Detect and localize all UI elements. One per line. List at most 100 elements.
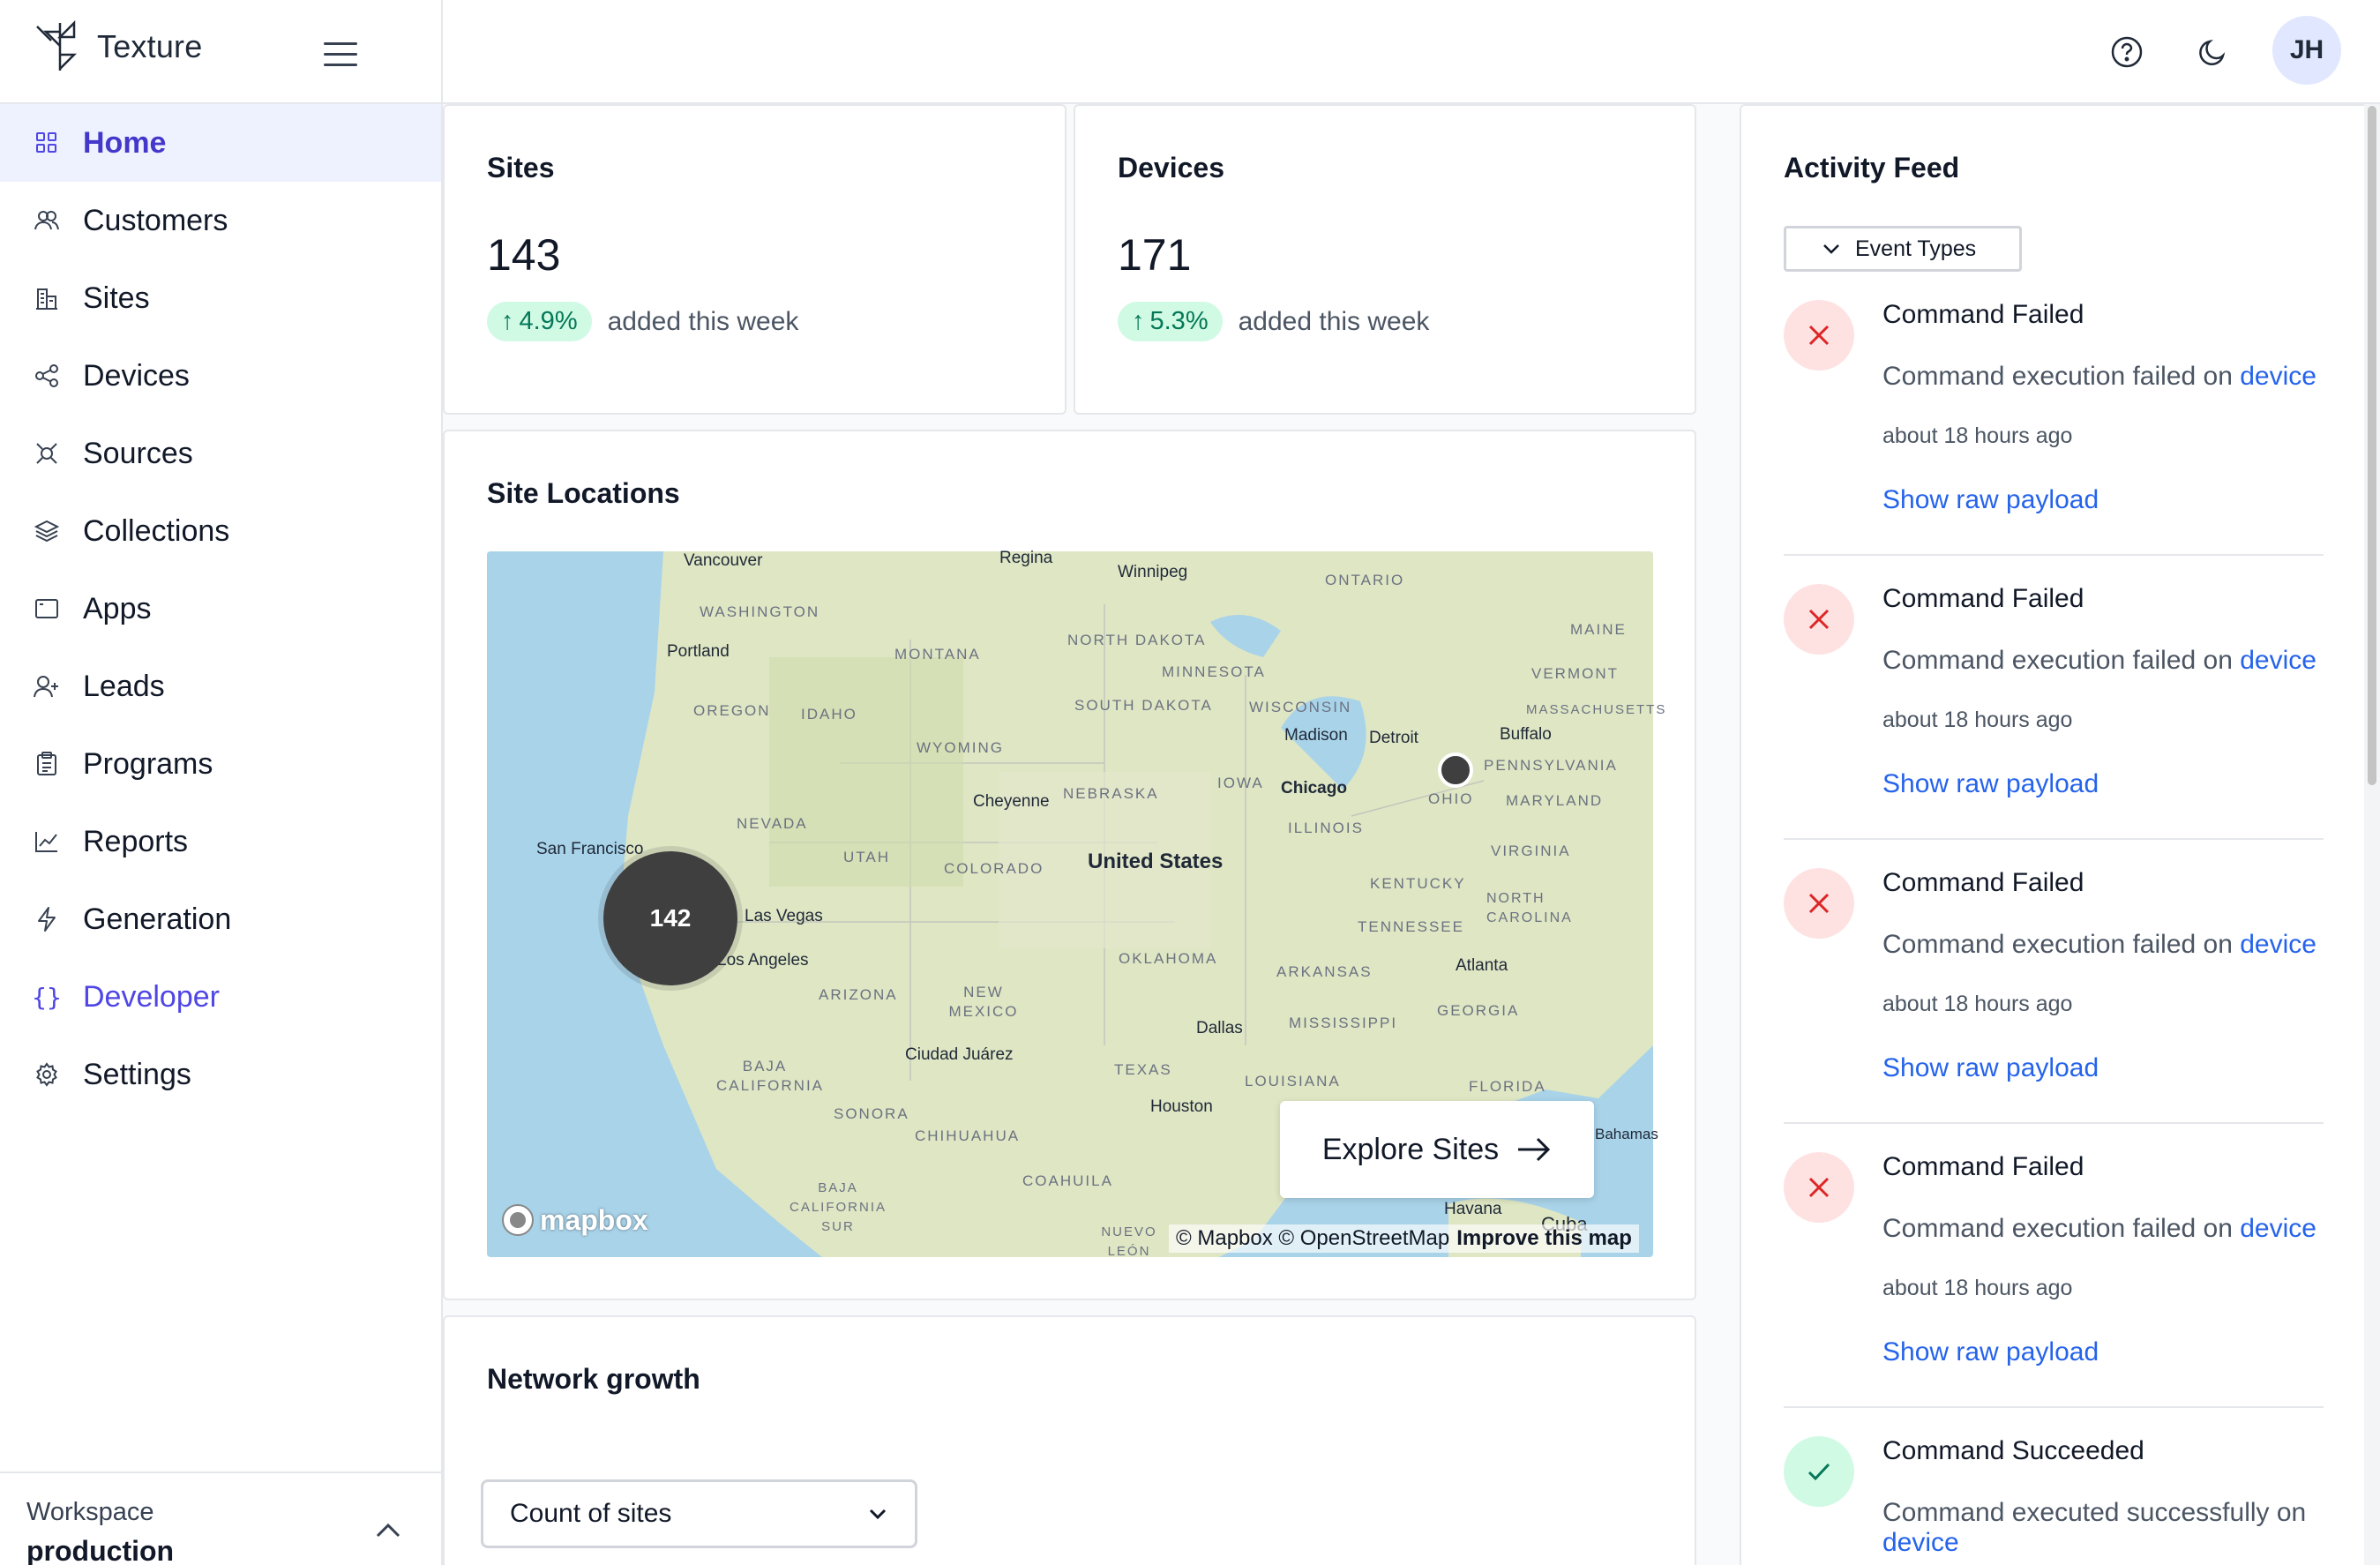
mapbox-brand: mapbox: [540, 1203, 648, 1236]
workspace-switcher[interactable]: Workspace production: [0, 1471, 441, 1565]
sidebar-item-sites[interactable]: Sites: [0, 259, 441, 337]
sites-count: 143: [487, 230, 561, 280]
sidebar-item-label: Sites: [83, 281, 150, 315]
activity-item: Command Failed Command execution failed …: [1784, 584, 2324, 840]
sidebar-item-reports[interactable]: Reports: [0, 803, 441, 880]
map-city-label: Houston: [1150, 1097, 1213, 1116]
map-region-label: TEXAS: [1114, 1061, 1172, 1078]
chevron-down-icon: [1823, 244, 1839, 254]
change-value: 4.9%: [519, 307, 578, 335]
stat-subtitle: added this week: [1238, 306, 1430, 336]
activity-title: Command Failed: [1882, 300, 2084, 329]
help-icon[interactable]: [2105, 30, 2149, 74]
sidebar-item-home[interactable]: Home: [0, 104, 441, 182]
activity-desc-text: Command execution failed on: [1882, 930, 2233, 959]
activity-item: Command Failed Command execution failed …: [1784, 868, 2324, 1124]
map-city-label: Ciudad Juárez: [905, 1045, 1014, 1064]
device-link[interactable]: device: [1882, 1528, 1959, 1557]
plug-icon: [34, 440, 60, 467]
explore-sites-button[interactable]: Explore Sites: [1280, 1101, 1594, 1198]
mapbox-logo[interactable]: mapbox: [501, 1203, 648, 1237]
site-cluster-marker[interactable]: 142: [603, 851, 737, 985]
show-raw-payload-link[interactable]: Show raw payload: [1882, 1053, 2099, 1082]
sidebar-item-label: Generation: [83, 902, 232, 936]
map-region-label: BAJA CALIFORNIA: [716, 1058, 825, 1094]
device-link[interactable]: device: [2240, 1214, 2316, 1243]
activity-title: Command Failed: [1882, 868, 2084, 897]
device-link[interactable]: device: [2240, 930, 2316, 959]
improve-map-link[interactable]: Improve this map: [1456, 1226, 1632, 1250]
map-region-label: IOWA: [1217, 775, 1264, 791]
map-attribution: © Mapbox © OpenStreetMap Improve this map: [1169, 1224, 1639, 1253]
window-icon: [34, 595, 60, 622]
building-icon: [34, 285, 60, 311]
close-icon: [1784, 1152, 1854, 1223]
map-city-label: Dallas: [1196, 1019, 1243, 1037]
moon-icon[interactable]: [2190, 30, 2234, 74]
sidebar-item-developer[interactable]: {} Developer: [0, 958, 441, 1036]
stat-change-row: ↑ 5.3% added this week: [1118, 302, 1429, 341]
check-icon: [1784, 1436, 1854, 1507]
sidebar-item-settings[interactable]: Settings: [0, 1036, 441, 1113]
sidebar-item-label: Reports: [83, 824, 189, 858]
activity-description: Command execution failed on device: [1882, 646, 2316, 676]
avatar[interactable]: JH: [2272, 16, 2341, 85]
metric-select[interactable]: Count of sites: [481, 1479, 917, 1548]
map-region-label: MAINE: [1570, 621, 1627, 638]
map-country-label: United States: [1088, 850, 1224, 873]
map-city-label: Las Vegas: [745, 907, 823, 925]
show-raw-payload-link[interactable]: Show raw payload: [1882, 485, 2099, 514]
map-region-label: WYOMING: [917, 739, 1004, 756]
layers-icon: [34, 518, 60, 544]
map-region-label: ILLINOIS: [1288, 820, 1364, 836]
sidebar-item-label: Apps: [83, 591, 152, 625]
sites-stat-card: Sites 143 ↑ 4.9% added this week: [443, 104, 1067, 415]
sidebar-item-devices[interactable]: Devices: [0, 337, 441, 415]
scrollbar-thumb[interactable]: [2368, 106, 2376, 785]
map-city-label: Bahamas: [1595, 1126, 1658, 1142]
sidebar-item-customers[interactable]: Customers: [0, 182, 441, 259]
sidebar-item-leads[interactable]: Leads: [0, 648, 441, 725]
sidebar-item-generation[interactable]: Generation: [0, 880, 441, 958]
change-badge: ↑ 5.3%: [1118, 302, 1223, 341]
gear-icon: [34, 1061, 60, 1088]
metric-select-value: Count of sites: [510, 1499, 672, 1528]
sidebar-item-label: Collections: [83, 513, 230, 548]
device-link[interactable]: device: [2240, 646, 2316, 675]
map-region-label: CHIHUAHUA: [915, 1127, 1021, 1144]
sidebar-item-sources[interactable]: Sources: [0, 415, 441, 492]
sidebar-item-label: Home: [83, 125, 167, 160]
device-link[interactable]: device: [2240, 362, 2316, 391]
map-region-label: WASHINGTON: [700, 603, 820, 620]
activity-desc-text: Command execution failed on: [1882, 362, 2233, 391]
clipboard-icon: [34, 751, 60, 777]
activity-desc-text: Command executed successfully on: [1882, 1498, 2307, 1527]
event-types-filter[interactable]: Event Types: [1784, 226, 2022, 272]
sidebar-item-collections[interactable]: Collections: [0, 492, 441, 570]
sidebar-item-programs[interactable]: Programs: [0, 725, 441, 803]
map-region-label: WISCONSIN: [1249, 699, 1352, 715]
card-title: Network growth: [487, 1363, 700, 1395]
attribution-text[interactable]: © Mapbox © OpenStreetMap: [1176, 1226, 1450, 1250]
site-marker[interactable]: [1438, 753, 1473, 788]
event-types-label: Event Types: [1855, 236, 1977, 261]
sidebar-item-apps[interactable]: Apps: [0, 570, 441, 648]
show-raw-payload-link[interactable]: Show raw payload: [1882, 1337, 2099, 1367]
sidebar: Texture Home Customers Sites Devices Sou…: [0, 0, 443, 1565]
map-region-label: GEORGIA: [1437, 1002, 1520, 1019]
texture-logo-icon: [36, 19, 78, 71]
menu-toggle-icon[interactable]: [324, 42, 357, 69]
bolt-icon: [34, 906, 60, 932]
activity-time: about 18 hours ago: [1882, 1276, 2073, 1300]
users-icon: [34, 207, 60, 234]
app-logo[interactable]: Texture: [34, 19, 202, 74]
map-region-label: VERMONT: [1531, 665, 1619, 682]
map-city-label: Atlanta: [1456, 956, 1508, 975]
map-region-label: IDAHO: [801, 706, 857, 723]
show-raw-payload-link[interactable]: Show raw payload: [1882, 769, 2099, 798]
map-region-label: SOUTH DAKOTA: [1074, 697, 1213, 714]
top-header: [443, 0, 2380, 104]
map-region-label: NEVADA: [737, 815, 808, 832]
braces-icon: {}: [32, 982, 62, 1012]
map-region-label: FLORIDA: [1469, 1078, 1546, 1095]
